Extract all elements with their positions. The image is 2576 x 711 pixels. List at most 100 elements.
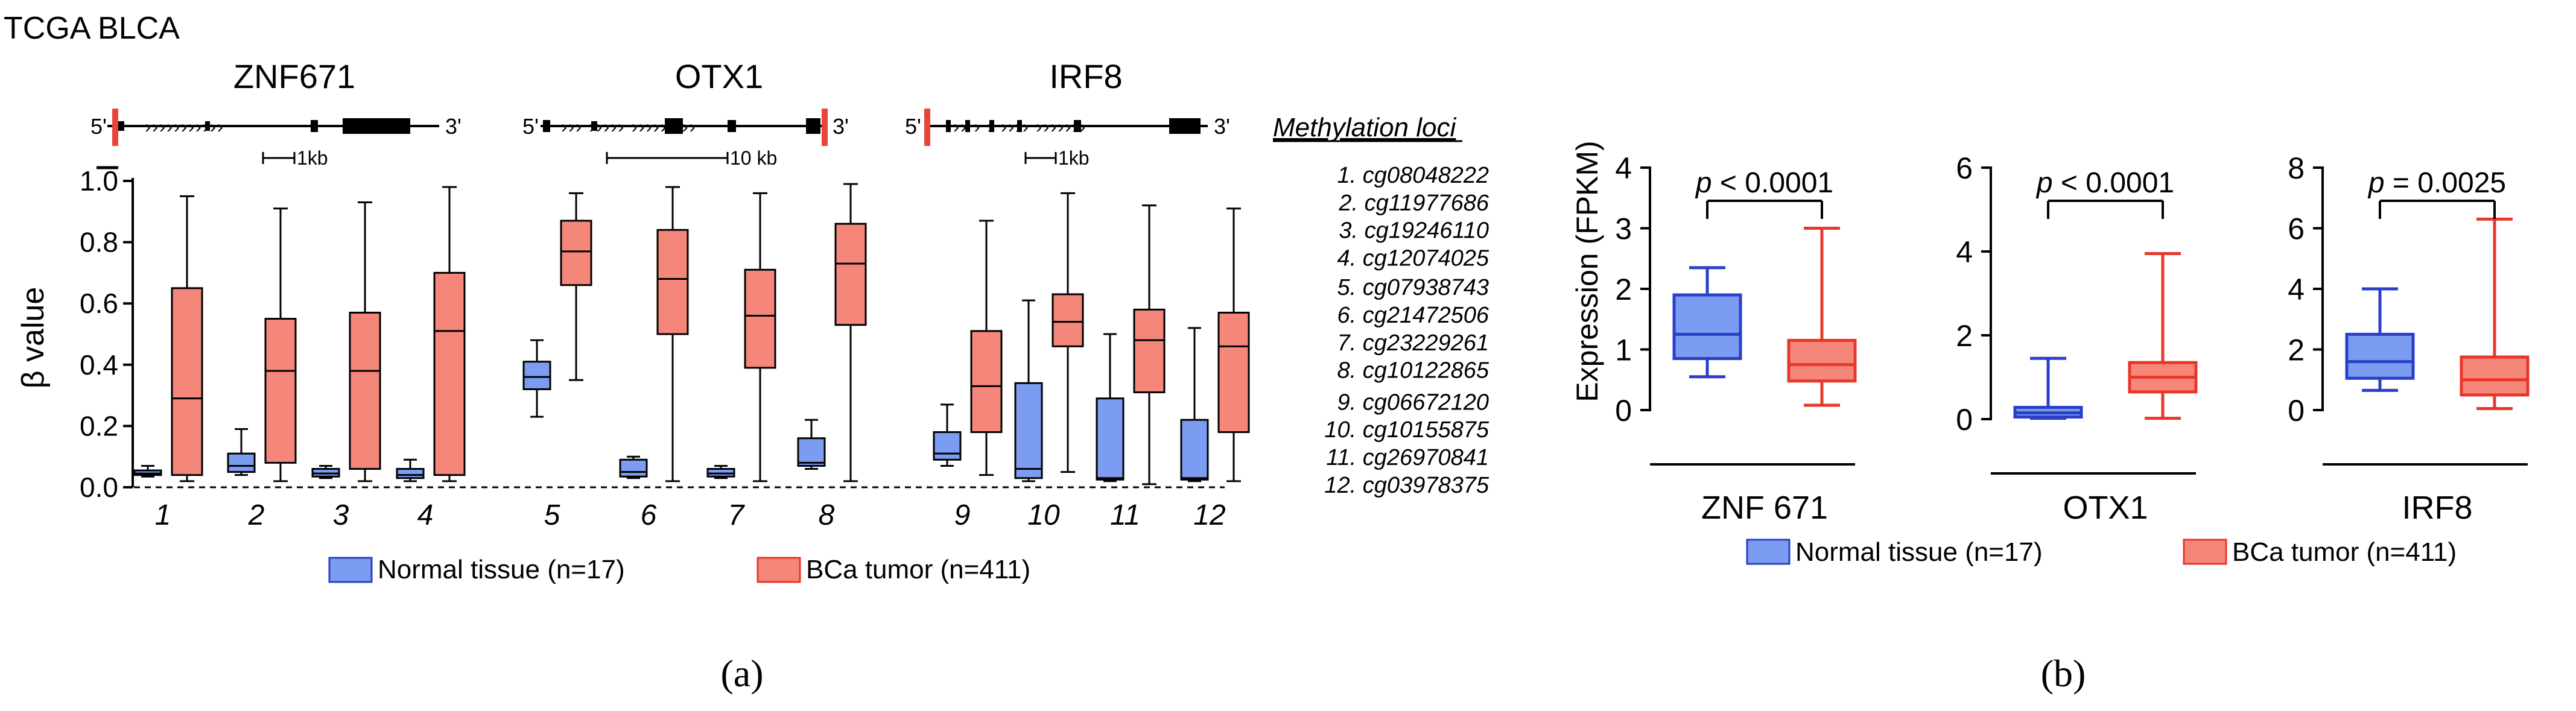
box-tumor-locus-9 [970, 220, 1003, 476]
gene-structure-irf8: 5' 3' ›› › › ›››› ››››››› 1kb [905, 109, 1230, 169]
x-axis-label: IRF8 [2402, 490, 2472, 526]
prime5-label: 5' [90, 114, 107, 139]
box-tumor-locus-1 [171, 195, 203, 482]
box-tumor-locus-12 [1217, 207, 1250, 482]
x-tick-label: 11 [1110, 499, 1140, 531]
expression-plot-3: 0 2 4 6 8 p = 0.0025 IRF8 [2288, 151, 2530, 526]
p-value-text: < 0.0001 [1712, 167, 1834, 199]
caption-b: (b) [2041, 652, 2086, 695]
legend-swatch-normal-b [1746, 539, 1791, 565]
y-tick-label: 4 [1956, 235, 1973, 269]
gene-title-otx1: OTX1 [675, 57, 763, 95]
iqr-box [522, 361, 551, 390]
p-symbol: p [2367, 167, 2385, 199]
methylation-locus-item: 8. cg10122865 [1337, 358, 1489, 384]
ylabel-a: β value [16, 287, 51, 389]
x-tick-label: 12 [1193, 499, 1225, 531]
expression-plot-1: 0 1 2 3 4 p < 0.0001 ZNF 671 [1615, 151, 1857, 526]
gene-structure-znf671: 5' 3' ››››››››››› 1kb [90, 109, 462, 169]
methylation-locus-item: 3. cg19246110 [1339, 218, 1489, 244]
y-tick-label: 6 [2288, 212, 2305, 246]
iqr-box [1787, 338, 1857, 383]
y-tick-label: 2 [1956, 319, 1973, 353]
methylation-locus-item: 12. cg03978375 [1324, 473, 1489, 498]
legend-a: Normal tissue (n=17) BCa tumor (n=411) [328, 555, 1030, 584]
p-value-text: < 0.0001 [2053, 167, 2175, 199]
methylation-locus-item: 4. cg12074025 [1337, 245, 1489, 271]
iqr-box [656, 229, 689, 335]
box-normal-locus-1 [133, 464, 162, 478]
iqr-box [2460, 355, 2530, 397]
prime3-label: 3' [833, 114, 849, 139]
iqr-box [264, 318, 297, 464]
y-tick-label: 1 [1615, 333, 1632, 367]
prime5-label: 5' [522, 114, 539, 139]
methylation-locus-item: 6. cg21472506 [1337, 303, 1489, 328]
y-tick-label: 0 [1615, 394, 1632, 428]
scale-label: 1kb [1058, 147, 1090, 169]
methylation-locus-item: 2. cg11977686 [1338, 191, 1489, 216]
methylation-locus-item: 5. cg07938743 [1337, 275, 1489, 300]
iqr-box [433, 271, 466, 476]
p-value-annotation: p = 0.0025 [2367, 167, 2506, 199]
box-normal-locus-4 [396, 458, 425, 482]
box-normal [2013, 356, 2083, 420]
box-normal-locus-10 [1014, 299, 1043, 482]
methylation-locus-item: 7. cg23229261 [1337, 330, 1489, 356]
y-tick-label: 0.0 [80, 472, 118, 503]
x-axis-label: OTX1 [2063, 490, 2148, 526]
iqr-box [797, 437, 826, 467]
x-tick-label: 1 [155, 499, 171, 531]
x-tick-label: 6 [641, 499, 657, 531]
gene-structure-otx1: 5' 3' ››› ››››› ››››››››› 10 kb [522, 109, 849, 169]
prime3-label: 3' [1214, 114, 1230, 139]
y-tick-label: 0.4 [80, 349, 118, 381]
legend-swatch-tumor [757, 557, 801, 583]
box-normal-locus-9 [933, 403, 962, 467]
y-tick-label: 2 [1615, 273, 1632, 306]
dataset-label: TCGA BLCA [4, 11, 180, 46]
intron-arrows: ››››››››››› [145, 117, 224, 137]
box-normal-locus-8 [797, 419, 826, 470]
iqr-box [1672, 293, 1742, 361]
x-tick-label: 5 [544, 499, 560, 531]
box-tumor-locus-3 [349, 201, 381, 482]
caption-a: (a) [720, 652, 763, 695]
x-axis-label: ZNF 671 [1701, 490, 1828, 526]
box-normal-locus-3 [311, 464, 340, 479]
box-normal-locus-12 [1180, 327, 1209, 482]
iqr-box [1096, 397, 1125, 481]
methylation-locus-item: 9. cg06672120 [1337, 390, 1489, 415]
box-normal-locus-11 [1096, 333, 1125, 482]
methylation-loci-list: Methylation loci 1. cg08048222 2. cg11977… [1273, 113, 1489, 498]
methylation-locus-item: 11. cg26970841 [1326, 445, 1489, 470]
ylabel-b: Expression (FPKM) [1570, 141, 1604, 402]
iqr-box [396, 468, 425, 479]
box-tumor-locus-8 [834, 183, 867, 482]
y-tick-label: 1.0 [80, 165, 118, 197]
gene-title-znf671: ZNF671 [233, 57, 355, 95]
box-tumor-locus-10 [1052, 192, 1084, 473]
box-tumor-locus-2 [264, 207, 297, 482]
box-tumor-locus-7 [744, 192, 776, 482]
y-tick-label: 0.6 [80, 288, 118, 319]
iqr-box [1052, 293, 1084, 347]
expression-plot-2: 0 2 4 6 p < 0.0001 OTX1 [1956, 151, 2198, 526]
x-tick-label: 9 [954, 499, 971, 531]
box-normal-locus-5 [522, 339, 551, 418]
iqr-box [227, 452, 256, 473]
legend-label-normal: Normal tissue (n=17) [378, 555, 625, 584]
iqr-box [1133, 308, 1166, 394]
box-normal-locus-6 [619, 455, 648, 479]
iqr-box [744, 268, 776, 369]
y-tick-label: 4 [1615, 151, 1632, 185]
methylation-marker [924, 109, 930, 146]
methylation-marker [822, 109, 828, 146]
iqr-box [619, 458, 648, 478]
box-tumor [1787, 227, 1857, 407]
legend-label-normal-b: Normal tissue (n=17) [1795, 537, 2043, 567]
p-value-annotation: p < 0.0001 [2035, 167, 2174, 199]
y-tick-label: 3 [1615, 212, 1632, 246]
axes-a: β value [16, 166, 1225, 488]
